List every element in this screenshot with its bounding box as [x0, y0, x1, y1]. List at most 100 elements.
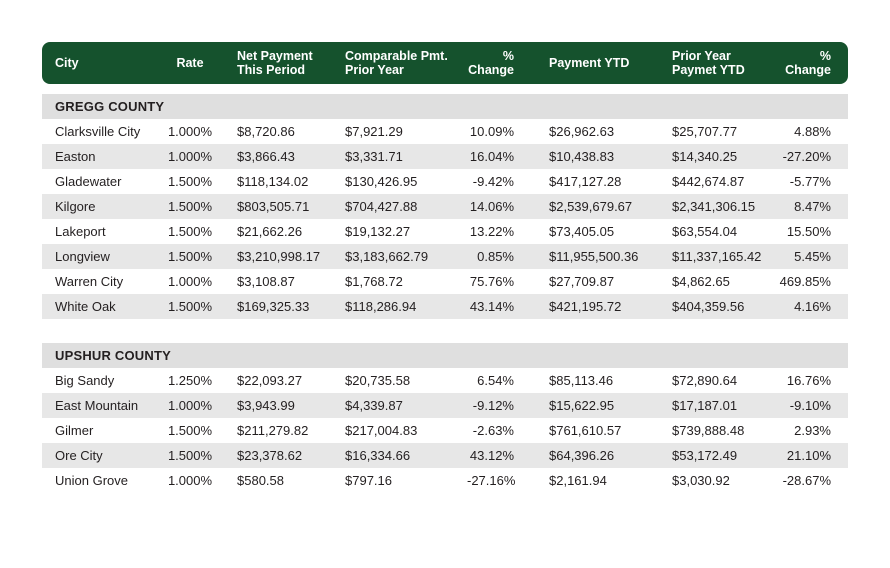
column-header-net-payment: Net Payment This Period	[237, 48, 313, 77]
column-header-comparable-pmt: Comparable Pmt. Prior Year	[345, 48, 448, 77]
cell-net-payment: $3,866.43	[237, 149, 295, 164]
county-rows: Clarksville City 1.000% $8,720.86 $7,921…	[42, 119, 848, 319]
cell-prior-year-ytd: $739,888.48	[672, 423, 745, 438]
cell-comparable-pmt: $118,286.94	[345, 299, 417, 314]
county-header-row: UPSHUR COUNTY	[42, 343, 848, 368]
cell-city: Gilmer	[55, 423, 94, 438]
cell-payment-ytd: $85,113.46	[549, 373, 614, 388]
cell-rate: 1.000%	[167, 398, 213, 413]
cell-prior-year-ytd: $4,862.65	[672, 274, 730, 289]
cell-net-payment: $22,093.27	[237, 373, 303, 388]
cell-payment-ytd: $64,396.26	[549, 448, 615, 463]
cell-payment-ytd: $11,955,500.36	[549, 249, 639, 264]
cell-city: Union Grove	[55, 473, 128, 488]
cell-city: Ore City	[55, 448, 103, 463]
cell-net-payment: $3,210,998.17	[237, 249, 321, 264]
cell-net-payment: $803,505.71	[237, 199, 310, 214]
table-row: Gladewater 1.500% $118,134.02 $130,426.9…	[42, 169, 848, 194]
cell-payment-ytd: $2,161.94	[549, 473, 607, 488]
cell-pct-change: 43.12%	[469, 448, 514, 463]
cell-rate: 1.000%	[167, 473, 213, 488]
cell-net-payment: $118,134.02	[237, 174, 309, 189]
column-header-city: City	[55, 55, 79, 70]
cell-prior-year-ytd: $404,359.56	[672, 299, 745, 314]
cell-city: Lakeport	[55, 224, 106, 239]
cell-ytd-pct-change: 469.85%	[779, 274, 831, 289]
cell-payment-ytd: $73,405.05	[549, 224, 615, 239]
cell-prior-year-ytd: $2,341,306.15	[672, 199, 756, 214]
cell-ytd-pct-change: 2.93%	[794, 423, 831, 438]
cell-rate: 1.500%	[167, 174, 213, 189]
table-row: Kilgore 1.500% $803,505.71 $704,427.88 1…	[42, 194, 848, 219]
cell-pct-change: 13.22%	[469, 224, 514, 239]
cell-payment-ytd: $27,709.87	[549, 274, 615, 289]
cell-prior-year-ytd: $63,554.04	[672, 224, 738, 239]
cell-comparable-pmt: $4,339.87	[345, 398, 403, 413]
cell-city: Gladewater	[55, 174, 122, 189]
county-section: UPSHUR COUNTY Big Sandy 1.250% $22,093.2…	[42, 343, 848, 493]
column-header-ytd-pct-change: % Change	[785, 48, 831, 77]
county-header-row: GREGG COUNTY	[42, 94, 848, 119]
county-name: UPSHUR COUNTY	[55, 348, 171, 363]
cell-net-payment: $211,279.82	[237, 423, 309, 438]
cell-payment-ytd: $26,962.63	[549, 124, 615, 139]
table-body: GREGG COUNTY Clarksville City 1.000% $8,…	[42, 94, 848, 493]
cell-pct-change: 0.85%	[477, 249, 514, 264]
cell-rate: 1.000%	[167, 124, 213, 139]
cell-ytd-pct-change: 8.47%	[794, 199, 831, 214]
table-row: Gilmer 1.500% $211,279.82 $217,004.83 -2…	[42, 418, 848, 443]
cell-pct-change: 14.06%	[469, 199, 514, 214]
table-row: Clarksville City 1.000% $8,720.86 $7,921…	[42, 119, 848, 144]
cell-net-payment: $3,108.87	[237, 274, 295, 289]
cell-net-payment: $8,720.86	[237, 124, 295, 139]
table-row: Easton 1.000% $3,866.43 $3,331.71 16.04%…	[42, 144, 848, 169]
cell-ytd-pct-change: 16.76%	[786, 373, 831, 388]
cell-prior-year-ytd: $25,707.77	[672, 124, 738, 139]
county-section: GREGG COUNTY Clarksville City 1.000% $8,…	[42, 94, 848, 319]
cell-net-payment: $3,943.99	[237, 398, 295, 413]
cell-pct-change: -27.16%	[467, 473, 516, 488]
county-rows: Big Sandy 1.250% $22,093.27 $20,735.58 6…	[42, 368, 848, 493]
cell-city: Clarksville City	[55, 124, 141, 139]
table-row: Big Sandy 1.250% $22,093.27 $20,735.58 6…	[42, 368, 848, 393]
cell-prior-year-ytd: $11,337,165.42	[672, 249, 762, 264]
table-row: Longview 1.500% $3,210,998.17 $3,183,662…	[42, 244, 848, 269]
cell-ytd-pct-change: -9.10%	[789, 398, 831, 413]
cell-comparable-pmt: $20,735.58	[345, 373, 411, 388]
cell-rate: 1.500%	[167, 423, 213, 438]
cell-rate: 1.500%	[167, 448, 213, 463]
cell-payment-ytd: $761,610.57	[549, 423, 622, 438]
cell-comparable-pmt: $797.16	[345, 473, 392, 488]
cell-net-payment: $21,662.26	[237, 224, 303, 239]
cell-rate: 1.500%	[167, 249, 213, 264]
cell-comparable-pmt: $217,004.83	[345, 423, 418, 438]
cell-pct-change: -2.63%	[472, 423, 514, 438]
cell-ytd-pct-change: 5.45%	[794, 249, 831, 264]
cell-pct-change: 10.09%	[469, 124, 514, 139]
table-row: Lakeport 1.500% $21,662.26 $19,132.27 13…	[42, 219, 848, 244]
cell-pct-change: 43.14%	[469, 299, 514, 314]
cell-pct-change: 16.04%	[469, 149, 514, 164]
payment-report-table: City Rate Net Payment This Period Compar…	[42, 42, 848, 493]
cell-comparable-pmt: $3,331.71	[345, 149, 403, 164]
cell-prior-year-ytd: $3,030.92	[672, 473, 730, 488]
cell-comparable-pmt: $3,183,662.79	[345, 249, 429, 264]
column-header-pct-change: % Change	[468, 48, 514, 77]
cell-comparable-pmt: $704,427.88	[345, 199, 418, 214]
cell-rate: 1.500%	[167, 299, 213, 314]
cell-payment-ytd: $10,438.83	[549, 149, 615, 164]
cell-city: Easton	[55, 149, 96, 164]
cell-prior-year-ytd: $53,172.49	[672, 448, 738, 463]
cell-comparable-pmt: $19,132.27	[345, 224, 411, 239]
cell-pct-change: 75.76%	[469, 274, 514, 289]
cell-net-payment: $23,378.62	[237, 448, 303, 463]
cell-ytd-pct-change: -5.77%	[789, 174, 831, 189]
column-header-prior-year-ytd: Prior Year Paymet YTD	[672, 48, 745, 77]
column-header-payment-ytd: Payment YTD	[549, 55, 630, 70]
cell-comparable-pmt: $7,921.29	[345, 124, 403, 139]
cell-comparable-pmt: $130,426.95	[345, 174, 418, 189]
cell-payment-ytd: $2,539,679.67	[549, 199, 633, 214]
cell-net-payment: $580.58	[237, 473, 284, 488]
cell-prior-year-ytd: $442,674.87	[672, 174, 745, 189]
cell-city: Big Sandy	[55, 373, 115, 388]
